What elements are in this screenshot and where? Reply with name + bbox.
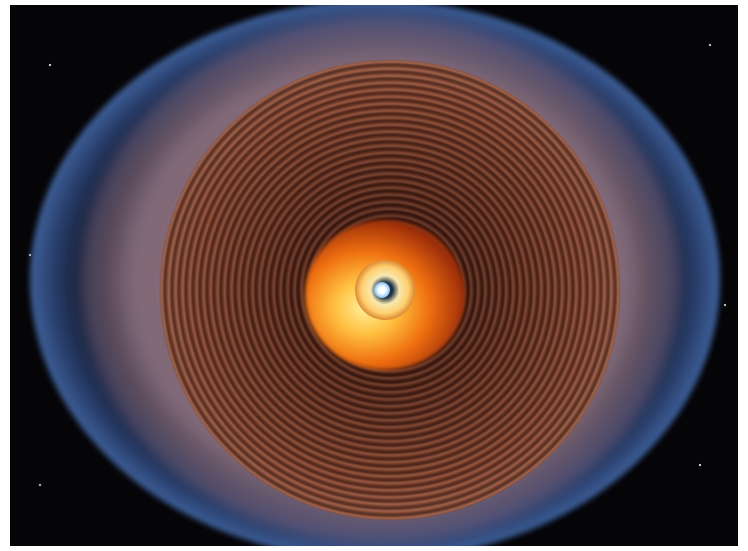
disk-illustration: [10, 5, 738, 546]
central-star: [374, 282, 390, 298]
